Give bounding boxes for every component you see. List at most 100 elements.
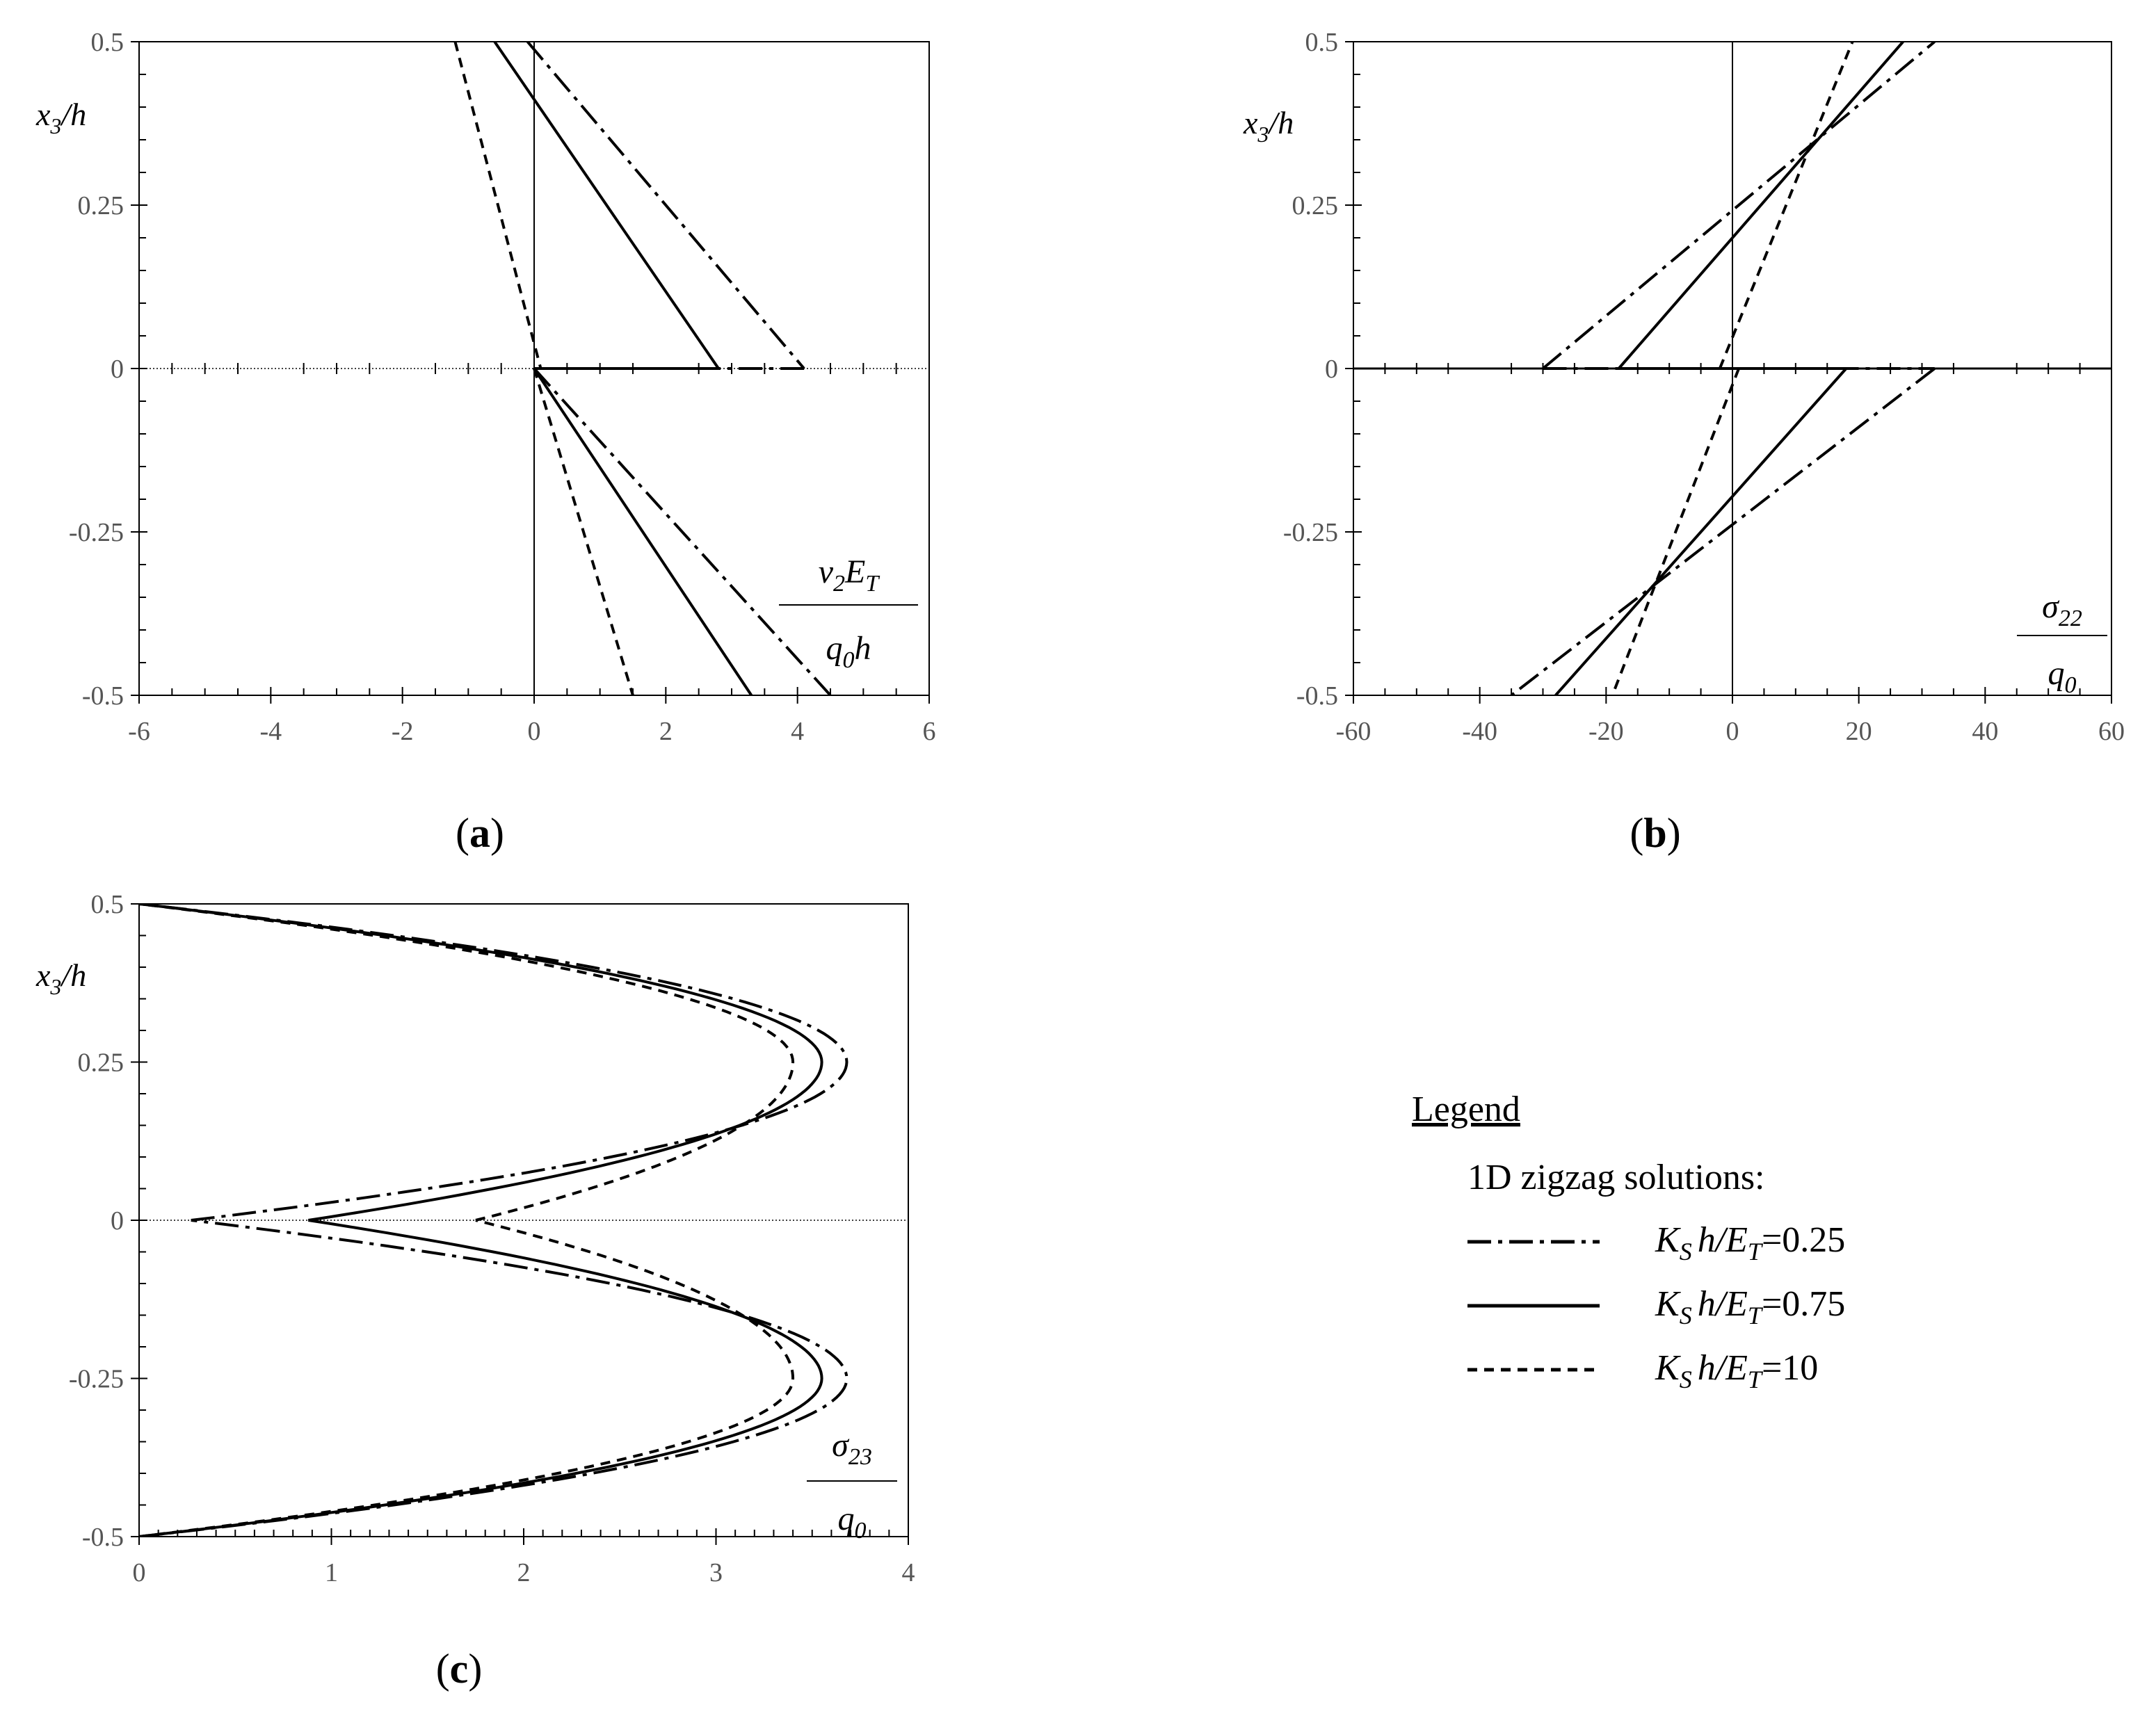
series-line-solid bbox=[1554, 367, 1847, 695]
series-line-dashed bbox=[1718, 42, 1854, 369]
series-group bbox=[453, 42, 832, 695]
x-tick-label: 4 bbox=[902, 1558, 915, 1587]
legend-value: =0.75 bbox=[1762, 1284, 1845, 1324]
fraction-denominator: q0 bbox=[2048, 655, 2077, 698]
y-axis-label-base: x bbox=[35, 97, 51, 132]
y-tick-label: 0 bbox=[111, 355, 124, 384]
fraction-num-sub: 22 bbox=[2059, 606, 2082, 631]
series-line-dashdot bbox=[1542, 42, 1936, 370]
legend-entry-label: KS h/ET=0.25 bbox=[1655, 1220, 1845, 1265]
legend-entry-label: KS h/ET=0.75 bbox=[1655, 1284, 1845, 1329]
y-tick-label: 0.25 bbox=[78, 1049, 124, 1078]
legend-k: K bbox=[1655, 1220, 1681, 1260]
legend-entry-label: KS h/ET=10 bbox=[1655, 1348, 1818, 1393]
panel-label-close: ) bbox=[1667, 810, 1681, 856]
legend-k: K bbox=[1655, 1348, 1681, 1388]
legend-h: h/ bbox=[1698, 1220, 1729, 1260]
x-tick-label: 1 bbox=[325, 1558, 338, 1587]
y-tick-label: -0.5 bbox=[1296, 681, 1338, 711]
fraction-denominator: q0h bbox=[826, 630, 871, 673]
series-line-solid bbox=[493, 42, 720, 370]
y-tick-label: -0.25 bbox=[69, 518, 124, 547]
series-curve-dashed bbox=[139, 904, 795, 1222]
legend-e: E bbox=[1725, 1348, 1748, 1388]
series-line-solid bbox=[533, 367, 753, 695]
y-tick-label: -0.5 bbox=[82, 681, 124, 711]
x-tick-label: 3 bbox=[709, 1558, 723, 1587]
panel-label-open: ( bbox=[436, 1646, 450, 1692]
series-group bbox=[1510, 42, 1936, 695]
legend: Legend 1D zigzag solutions: KS h/ET=0.25K… bbox=[1412, 1090, 1845, 1393]
fraction-num-symbol: σ bbox=[2042, 588, 2060, 625]
x-tick-label: -40 bbox=[1462, 717, 1497, 746]
series-group bbox=[139, 904, 848, 1537]
y-tick-label: 0.5 bbox=[91, 890, 124, 919]
series-line-dashdot bbox=[526, 42, 805, 370]
y-tick-label: 0.5 bbox=[1305, 28, 1339, 57]
fraction-numerator: σ22 bbox=[2042, 588, 2082, 631]
panel-label: (b) bbox=[1630, 810, 1680, 856]
series-curve-solid bbox=[139, 1219, 823, 1537]
legend-value: =10 bbox=[1762, 1348, 1818, 1388]
x-tick-label: -2 bbox=[392, 717, 414, 746]
fraction-denominator: q0 bbox=[838, 1500, 867, 1544]
fraction-den-sub: 0 bbox=[2065, 672, 2077, 698]
fraction-den-symbol: q bbox=[2048, 655, 2065, 692]
panel-label-close: ) bbox=[490, 810, 504, 856]
y-axis-label: x3/h bbox=[35, 97, 86, 138]
legend-subtitle: 1D zigzag solutions: bbox=[1467, 1158, 1765, 1197]
y-axis-label-sub: 3 bbox=[49, 974, 61, 999]
x-tick-label: -60 bbox=[1336, 717, 1371, 746]
panel-label-close: ) bbox=[468, 1646, 482, 1692]
series-curve-dashdot bbox=[139, 1219, 848, 1537]
legend-e-sub: T bbox=[1748, 1366, 1764, 1393]
fraction-num-sub: 2 bbox=[833, 571, 845, 597]
series-curve-dashdot bbox=[139, 904, 848, 1222]
x-tick-label: -20 bbox=[1588, 717, 1624, 746]
series-curve-solid bbox=[139, 904, 823, 1222]
series-line-dashdot bbox=[533, 367, 832, 695]
legend-title: Legend bbox=[1412, 1090, 1520, 1129]
panel-label-open: ( bbox=[456, 810, 469, 856]
y-tick-label: 0.25 bbox=[1292, 191, 1339, 220]
legend-e-sub: T bbox=[1748, 1302, 1764, 1329]
panel-label: (c) bbox=[436, 1646, 483, 1692]
panel-label-letter: b bbox=[1643, 810, 1666, 856]
y-axis-label-rest: /h bbox=[1266, 105, 1294, 140]
series-line-dashed bbox=[453, 42, 542, 369]
y-tick-label: 0 bbox=[111, 1206, 124, 1236]
legend-k-sub: S bbox=[1680, 1238, 1692, 1265]
series-line-dashed bbox=[533, 368, 634, 695]
legend-h: h/ bbox=[1698, 1348, 1729, 1388]
x-tick-label: -6 bbox=[128, 717, 150, 746]
series-line-solid bbox=[1617, 42, 1904, 370]
fraction-num-sub: 23 bbox=[848, 1444, 872, 1470]
y-axis-label-rest: /h bbox=[59, 97, 86, 132]
y-axis-label-rest: /h bbox=[59, 957, 86, 993]
x-tick-label: 40 bbox=[1972, 717, 1998, 746]
fraction-den-rest: h bbox=[855, 630, 871, 667]
y-axis-label: x3/h bbox=[1243, 105, 1294, 147]
y-axis-label-base: x bbox=[35, 957, 51, 993]
fraction-den-symbol: q bbox=[838, 1500, 855, 1537]
x-tick-label: 20 bbox=[1846, 717, 1872, 746]
y-tick-label: -0.25 bbox=[69, 1365, 124, 1394]
fraction-numerator: σ23 bbox=[832, 1427, 872, 1470]
legend-k-sub: S bbox=[1680, 1302, 1692, 1329]
legend-k-sub: S bbox=[1680, 1366, 1692, 1393]
legend-value: =0.25 bbox=[1762, 1220, 1845, 1260]
x-tick-label: 2 bbox=[659, 717, 673, 746]
x-tick-label: 0 bbox=[133, 1558, 146, 1587]
x-tick-label: -4 bbox=[260, 717, 282, 746]
legend-h: h/ bbox=[1698, 1284, 1729, 1324]
y-tick-label: 0.5 bbox=[91, 28, 124, 57]
y-axis-label: x3/h bbox=[35, 957, 86, 999]
series-line-dashdot bbox=[1510, 367, 1936, 695]
fraction-num-symbol: v bbox=[819, 553, 834, 590]
fraction-den-sub: 0 bbox=[855, 1518, 867, 1544]
panel-b: -0.5 -0.25 0 0.25 0.5 -60 -40 -20 0 20 40 60 x3/h (b)… bbox=[1243, 28, 2125, 856]
fraction-num-symbol: σ bbox=[832, 1427, 850, 1464]
